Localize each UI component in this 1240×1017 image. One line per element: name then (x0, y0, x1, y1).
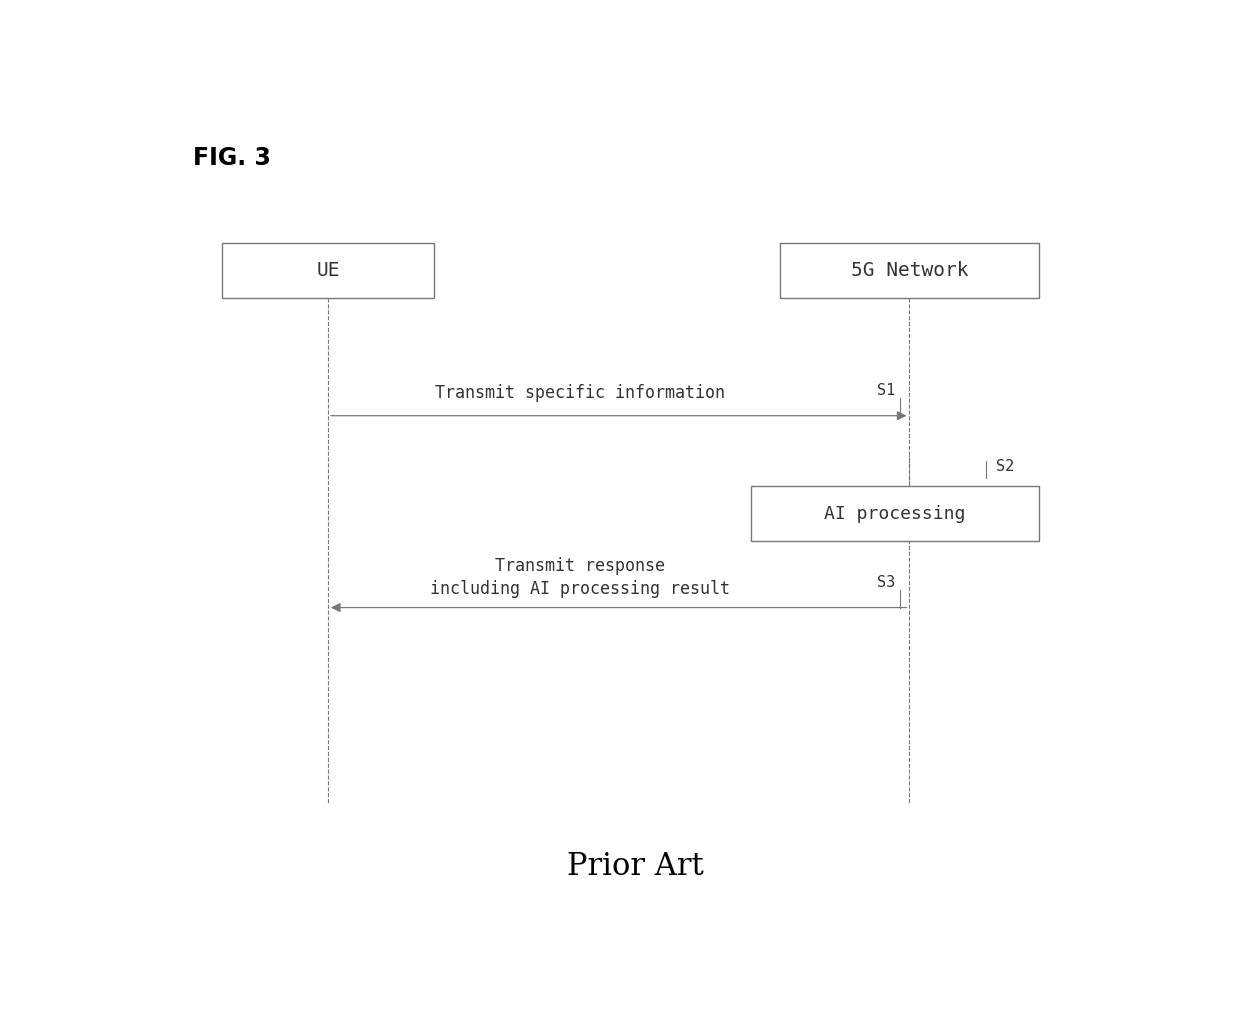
Bar (751, 486, 1039, 541)
Text: including AI processing result: including AI processing result (430, 580, 730, 598)
Text: 5G Network: 5G Network (851, 261, 968, 281)
Text: FIG. 3: FIG. 3 (193, 145, 272, 170)
Text: Transmit response: Transmit response (495, 556, 665, 575)
Text: S3: S3 (877, 576, 895, 590)
Text: UE: UE (316, 261, 340, 281)
Bar (780, 243, 1039, 298)
Bar (222, 243, 434, 298)
Text: S1: S1 (877, 383, 895, 399)
Text: S2: S2 (996, 459, 1014, 474)
Text: Prior Art: Prior Art (567, 850, 704, 882)
Text: Transmit specific information: Transmit specific information (435, 383, 725, 402)
Text: AI processing: AI processing (825, 504, 966, 523)
